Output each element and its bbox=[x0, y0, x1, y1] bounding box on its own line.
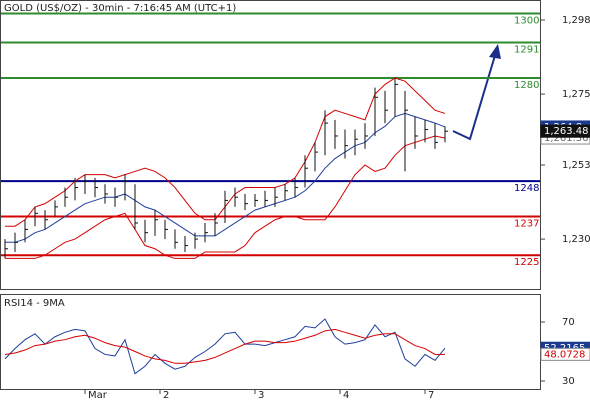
level-label: 1280 bbox=[514, 80, 539, 91]
chart-title: GOLD (US$/OZ) - 30min - 7:16:45 AM (UTC+… bbox=[4, 3, 236, 14]
x-tick-label: 3 bbox=[258, 390, 264, 400]
y-tick-label: 1,275 bbox=[562, 89, 590, 100]
level-label: 1291 bbox=[514, 45, 539, 56]
x-tick-label: Mar bbox=[88, 390, 108, 400]
price-box bbox=[540, 124, 590, 138]
price-box-label: 1,261.36 bbox=[544, 133, 589, 144]
x-tick-label: 4 bbox=[343, 390, 349, 400]
y-tick-label: 70 bbox=[562, 317, 575, 328]
level-label: 1300 bbox=[514, 16, 539, 27]
forecast-arrow bbox=[452, 51, 497, 141]
x-tick-label: 2 bbox=[163, 390, 169, 400]
level-label: 1225 bbox=[514, 257, 539, 268]
y-tick-label: 30 bbox=[562, 376, 575, 387]
level-label: 1248 bbox=[514, 183, 539, 194]
arrow-head bbox=[489, 44, 501, 59]
price-box-label: 48.0728 bbox=[544, 349, 585, 360]
y-tick-label: 1,298 bbox=[562, 15, 590, 26]
y-tick-label: 1,230 bbox=[562, 234, 590, 245]
x-tick-label: 7 bbox=[428, 390, 434, 400]
price-box bbox=[540, 347, 590, 361]
bollinger-band bbox=[5, 112, 446, 243]
rsi-line bbox=[4, 328, 446, 364]
rsi-line bbox=[4, 318, 446, 375]
level-label: 1237 bbox=[514, 219, 539, 230]
bollinger-band bbox=[5, 135, 446, 259]
price-box-label: 1,263.48 bbox=[544, 126, 589, 137]
price-panel bbox=[0, 0, 541, 290]
y-tick-label: 1,253 bbox=[562, 160, 590, 171]
rsi-title: RSI14 - 9MA bbox=[4, 298, 65, 309]
